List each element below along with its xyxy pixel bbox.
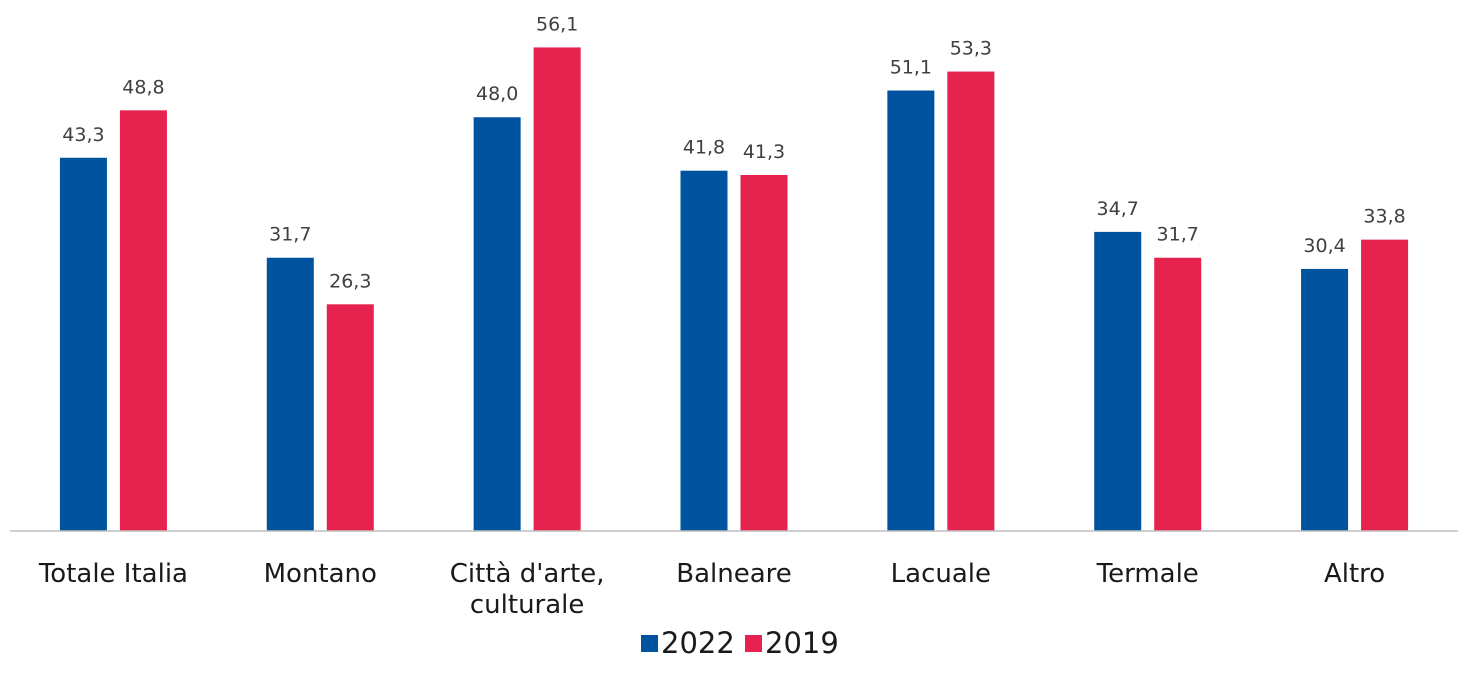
- data-label-2022-0: 43,3: [62, 124, 104, 146]
- data-label-2019-0: 48,8: [122, 76, 164, 98]
- bar-2019-2: [533, 47, 581, 531]
- legend-label-2022: 2022: [661, 626, 735, 660]
- data-label-2019-2: 56,1: [536, 13, 578, 35]
- bars-group: [59, 47, 1409, 532]
- bar-2019-3: [740, 174, 788, 531]
- data-label-2022-4: 51,1: [890, 57, 932, 79]
- data-label-2019-1: 26,3: [329, 270, 371, 292]
- legend: 2022 2019: [641, 626, 839, 660]
- category-label-6: Altro: [1324, 559, 1385, 589]
- bar-2022-2: [473, 117, 521, 532]
- bar-2019-1: [326, 304, 374, 531]
- data-label-2022-5: 34,7: [1097, 198, 1139, 220]
- category-label-3: Balneare: [676, 559, 792, 589]
- bar-2019-6: [1361, 239, 1409, 532]
- bar-2019-4: [947, 71, 995, 531]
- data-label-2019-6: 33,8: [1363, 206, 1405, 228]
- value-labels-group: 43,3 48,8 31,7 26,3 48,0 56,1 41,8 41,3 51,1 53,3…: [62, 13, 1405, 292]
- data-label-2019-5: 31,7: [1157, 224, 1199, 246]
- data-label-2019-3: 41,3: [743, 141, 785, 163]
- category-label-0: Totale Italia: [38, 559, 188, 589]
- bar-2022-5: [1094, 231, 1142, 532]
- bar-2022-3: [680, 170, 728, 531]
- category-label-1: Montano: [264, 559, 377, 589]
- legend-label-2019: 2019: [765, 626, 839, 660]
- data-label-2022-1: 31,7: [269, 224, 311, 246]
- legend-swatch-2019: [745, 635, 762, 652]
- category-label-2: Città d'arte,: [450, 559, 605, 589]
- category-label-5: Termale: [1096, 559, 1199, 589]
- data-label-2022-6: 30,4: [1303, 235, 1345, 257]
- bar-2022-6: [1301, 268, 1349, 531]
- bar-2022-4: [887, 90, 935, 531]
- data-label-2022-2: 48,0: [476, 83, 518, 105]
- category-label-4: Lacuale: [891, 559, 991, 589]
- category-label-2-line-2: culturale: [470, 590, 585, 620]
- data-label-2019-4: 53,3: [950, 38, 992, 60]
- category-labels-group: Totale Italia Montano Città d'arte,cultura…: [38, 559, 1385, 620]
- legend-swatch-2022: [641, 635, 658, 652]
- bar-2019-0: [119, 110, 167, 532]
- bar-2019-5: [1154, 257, 1202, 531]
- data-label-2022-3: 41,8: [683, 137, 725, 159]
- bar-2022-1: [266, 257, 314, 531]
- bar-2022-0: [59, 157, 107, 531]
